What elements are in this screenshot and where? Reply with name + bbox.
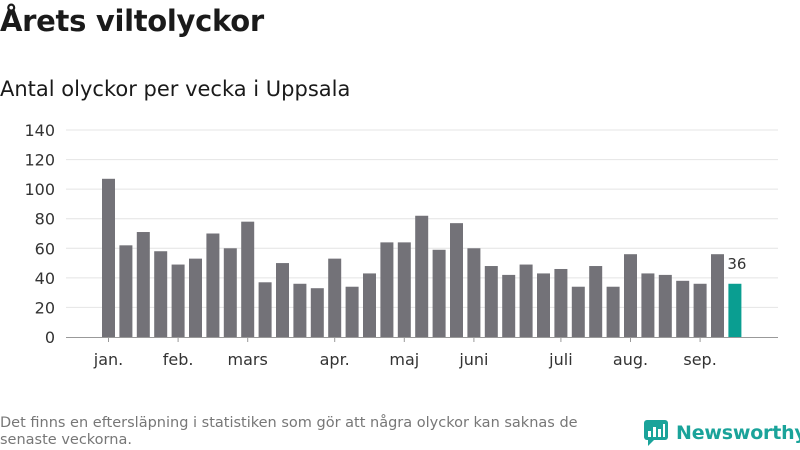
bar[interactable] <box>502 274 516 337</box>
y-tick-label: 140 <box>24 121 55 140</box>
y-tick-label: 20 <box>35 298 55 317</box>
y-tick-label: 40 <box>35 269 55 288</box>
bar[interactable] <box>119 245 133 337</box>
chart-subtitle: Antal olyckor per vecka i Uppsala <box>0 77 351 101</box>
bar[interactable] <box>537 273 550 337</box>
bar[interactable] <box>154 251 168 337</box>
bar[interactable] <box>432 249 446 337</box>
y-tick-label: 100 <box>24 180 55 199</box>
bar[interactable] <box>293 283 307 337</box>
bar[interactable] <box>589 266 603 337</box>
brand-name: Newsworthy <box>676 422 800 444</box>
bar[interactable] <box>519 264 533 337</box>
y-tick-label: 80 <box>35 210 55 229</box>
bar[interactable] <box>450 223 463 337</box>
bar[interactable] <box>641 273 655 337</box>
bar[interactable] <box>711 254 724 337</box>
newsworthy-logo-icon <box>644 420 668 446</box>
y-tick-label: 120 <box>24 151 55 170</box>
bar[interactable] <box>467 248 481 337</box>
bar[interactable] <box>310 288 324 337</box>
bar[interactable] <box>206 233 220 338</box>
bar[interactable] <box>241 221 255 337</box>
footnote: Det finns en eftersläpning i statistiken… <box>0 415 578 448</box>
bar-chart: 0 20 40 60 80 100 120 140 36 jan. feb. mars apr. ma… <box>24 121 778 369</box>
bar[interactable] <box>223 248 237 337</box>
bar[interactable] <box>397 242 411 337</box>
x-tick-label: maj <box>389 350 419 369</box>
bar[interactable] <box>136 232 150 337</box>
bar[interactable] <box>102 178 115 337</box>
y-axis-ticks: 0 20 40 60 80 100 120 140 <box>24 121 55 347</box>
y-tick-label: 60 <box>35 239 55 258</box>
bar[interactable] <box>484 266 498 337</box>
bar[interactable] <box>328 258 342 337</box>
bar[interactable] <box>571 286 585 337</box>
y-tick-label: 0 <box>45 328 55 347</box>
x-tick-label: jan. <box>93 350 123 369</box>
x-tick-label: aug. <box>613 350 648 369</box>
bar[interactable] <box>554 268 568 337</box>
bar[interactable] <box>171 264 185 337</box>
x-tick-label: sep. <box>683 350 716 369</box>
x-tick-label: feb. <box>163 350 194 369</box>
bar[interactable] <box>189 258 202 337</box>
x-axis-ticks: jan. feb. mars apr. maj juni juli aug. sep. <box>93 337 717 369</box>
bar[interactable] <box>624 254 637 337</box>
bar[interactable] <box>693 283 707 337</box>
bar[interactable] <box>380 242 394 337</box>
x-tick-label: apr. <box>320 350 350 369</box>
bar[interactable] <box>276 263 289 337</box>
brand-logo[interactable]: Newsworthy <box>644 420 800 446</box>
bar[interactable] <box>258 282 272 337</box>
bars: 36 <box>102 178 746 338</box>
bar[interactable] <box>363 273 376 337</box>
bar-highlight[interactable] <box>728 283 742 337</box>
chart-title: Årets viltolyckor <box>0 4 264 38</box>
x-tick-label: juli <box>548 350 572 369</box>
bar[interactable] <box>676 280 690 337</box>
bar[interactable] <box>345 286 359 337</box>
bar[interactable] <box>606 286 620 337</box>
bar-value-label: 36 <box>727 255 746 273</box>
bar[interactable] <box>415 215 429 337</box>
x-tick-label: mars <box>228 350 268 369</box>
x-tick-label: juni <box>458 350 488 369</box>
bar[interactable] <box>658 274 672 337</box>
